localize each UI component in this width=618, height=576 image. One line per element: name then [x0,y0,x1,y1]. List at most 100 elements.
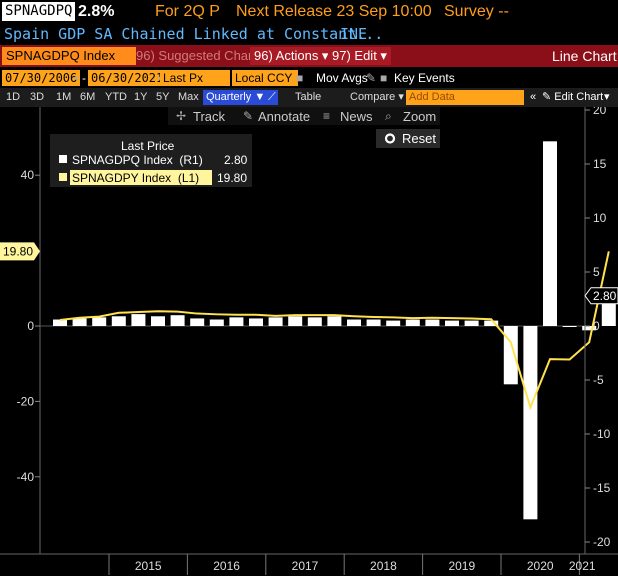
annotate-button[interactable]: Annotate [258,109,310,124]
range-1y[interactable]: 1Y [134,91,148,103]
x-tick-label: 2016 [213,559,240,573]
start-date-input[interactable]: 07/30/2006 [2,70,81,86]
reset-icon [384,133,396,144]
edit-chart-button[interactable]: ✎ Edit Chart [542,90,603,105]
range-bar: 1D 3D 1M 6M YTD 1Y 5Y Max Quarterly ▼ ⟋ … [0,88,618,107]
frequency-select[interactable]: Quarterly ▼ [203,90,269,105]
bar-2017Q3 [307,317,322,326]
chevron-down-icon: ▾ [398,91,404,103]
bar-2020Q4 [562,326,577,327]
bar-2014Q3 [72,318,87,326]
right-tick-label: 15 [593,157,607,171]
table-button[interactable]: Table [295,91,322,103]
line-spnagdpy [59,251,610,411]
legend-swatch-r1 [59,155,67,163]
bar-series [53,141,616,520]
currency-select[interactable]: Local CCY [232,70,298,86]
range-1m[interactable]: 1M [56,91,72,103]
chart-type-label[interactable]: Line Chart [552,48,617,64]
line-series [59,251,610,411]
right-tick-label: 5 [593,265,600,279]
suggested-charts-button[interactable]: 96) Suggested Charts [136,48,263,63]
range-max[interactable]: Max [178,91,199,103]
edit-chart-label: Edit Chart [554,91,604,103]
bar-2019Q4 [484,320,499,326]
add-data-input[interactable]: Add Data [406,90,524,105]
compare-button[interactable]: Compare ▾ [350,90,404,105]
range-ytd[interactable]: YTD [105,91,127,103]
collapse-icon[interactable]: « [530,91,537,103]
x-tick-label: 2021 [569,559,596,573]
last-value-tag-left [0,242,40,261]
bar-2014Q4 [92,317,107,326]
key-events-checkbox[interactable]: ■ [380,71,388,85]
right-tick-label: -5 [593,373,604,387]
legend-highlight-l1 [70,170,212,185]
annotate-icon[interactable]: ✎ [243,109,253,123]
actions-menu[interactable]: 96) Actions ▾ [250,47,333,65]
next-release-label: Next Release 23 Sep 10:00 [236,3,432,20]
security-header: SPNAGDPQ 2.8% For 2Q P Next Release 23 S… [0,0,618,24]
last-value-tag-right [584,287,618,305]
bar-2018Q4 [405,319,420,326]
reset-button[interactable]: Reset [376,129,440,148]
description-row: Spain GDP SA Chained Linked at Constant.… [0,24,618,45]
bar-2020Q2 [523,326,538,520]
left-tick-label: 40 [21,168,35,182]
key-events-label[interactable]: Key Events [394,71,455,85]
news-button[interactable]: News [340,109,373,124]
bar-2018Q3 [386,320,401,326]
legend-value-l1: 19.80 [217,171,247,185]
mov-avgs-label[interactable]: Mov Avgs [316,71,368,85]
zoom-icon[interactable]: ⌕ [385,109,392,123]
ticker-label[interactable]: SPNAGDPQ [2,2,76,21]
x-tick-label: 2020 [527,559,554,573]
range-5y[interactable]: 5Y [156,91,170,103]
bar-2020Q1 [503,326,518,385]
news-icon[interactable]: ≡ [323,109,330,123]
right-tick-label: -20 [593,535,611,549]
track-button[interactable]: Track [193,109,226,124]
security-input[interactable]: SPNAGDPQ Index [2,47,136,65]
last-value-left: 19.80 [3,244,33,258]
date-separator: - [82,71,86,85]
x-tick-label: 2019 [448,559,475,573]
range-1d[interactable]: 1D [6,91,21,103]
right-tick-label: 20 [593,107,607,117]
left-tick-label: 0 [27,319,34,333]
right-tick-label: -15 [593,481,611,495]
right-tick-label: -10 [593,427,611,441]
bar-2017Q4 [327,316,342,326]
bar-2015Q1 [111,316,126,326]
chart-toolbar: SPNAGDPQ Index 96) Suggested Charts 96) … [0,45,618,67]
calendar-icon-start[interactable]: ▪ [74,71,79,85]
bar-2019Q1 [425,319,440,326]
legend-label-r1: SPNAGDPQ Index (R1) [72,153,203,167]
period-label: For 2Q P [155,3,220,20]
pencil-icon[interactable]: ✎ [366,71,377,85]
bar-2017Q2 [288,316,303,326]
left-tick-label: -20 [17,394,35,408]
range-3d[interactable]: 3D [30,91,45,103]
zoom-button[interactable]: Zoom [403,109,436,124]
reset-label: Reset [402,131,436,146]
field-select[interactable]: Last Px [160,70,230,86]
survey-label: Survey -- [444,3,509,20]
edit-menu[interactable]: 97) Edit ▾ [328,47,391,65]
mov-avgs-checkbox[interactable]: ■ [296,71,304,85]
bar-2015Q4 [170,315,185,326]
source-label: INE [340,25,368,43]
track-icon[interactable]: ✢ [176,109,186,123]
bar-2018Q1 [347,319,361,326]
range-6m[interactable]: 6M [80,91,96,103]
bar-2020Q3 [543,141,557,326]
compare-label: Compare [350,91,396,103]
chart-axes: 40200-20-4020151050-5-10-15-202015201620… [0,107,618,575]
end-date-input[interactable]: 06/30/2021 [88,70,167,86]
line-chart-icon[interactable]: ⟋ [266,90,278,105]
chevron-down-icon: ▼ [254,91,266,103]
chart-area[interactable]: 40200-20-4020151050-5-10-15-202015201620… [0,107,618,576]
options-icon[interactable]: ▾ [604,91,610,103]
x-tick-label: 2018 [370,559,397,573]
frequency-label: Quarterly [206,91,252,103]
